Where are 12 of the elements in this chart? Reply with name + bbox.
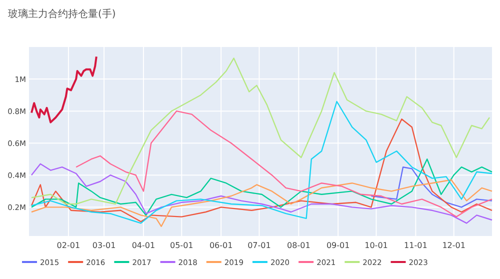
chart-title: 玻璃主力合约持仓量(手) <box>8 8 116 20</box>
x-tick-label: 05-01 <box>170 241 194 250</box>
x-tick-label: 07-01 <box>248 241 271 250</box>
x-tick-label: 08-01 <box>287 241 310 250</box>
x-tick-label: 09-01 <box>326 241 350 250</box>
x-tick-label: 12-01 <box>442 241 466 250</box>
x-tick-label: 11-01 <box>404 241 428 250</box>
x-tick-label: 06-01 <box>209 241 233 250</box>
x-tick-label: 02-01 <box>56 241 80 250</box>
x-tick-label: 03-01 <box>92 241 116 250</box>
x-tick-label: 10-01 <box>364 241 388 250</box>
x-tick-label: 04-01 <box>132 241 156 250</box>
